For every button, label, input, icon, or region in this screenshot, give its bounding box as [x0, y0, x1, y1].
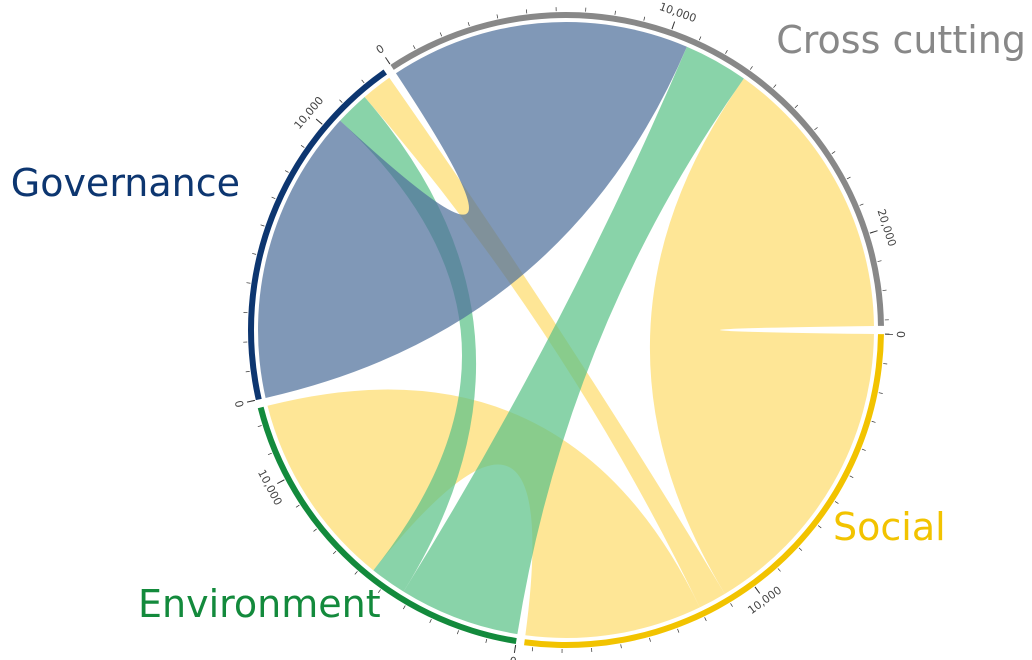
group-arc — [247, 69, 387, 401]
minor-tick — [643, 16, 646, 21]
ribbon — [257, 21, 687, 398]
major-tick — [277, 479, 285, 484]
minor-tick — [877, 260, 882, 262]
tick-label: 0 — [232, 399, 246, 409]
tick-label: 10,000 — [745, 584, 784, 617]
major-tick — [869, 230, 878, 234]
minor-tick — [698, 36, 702, 41]
group-label: Cross cutting — [776, 18, 1026, 62]
minor-tick — [439, 32, 443, 37]
minor-tick — [300, 145, 305, 148]
minor-tick — [412, 45, 416, 50]
minor-tick — [354, 571, 358, 575]
major-tick — [671, 21, 676, 30]
group-arc — [390, 11, 884, 326]
minor-tick — [332, 550, 337, 555]
minor-tick — [496, 14, 499, 19]
minor-tick — [649, 637, 651, 642]
minor-tick — [260, 224, 265, 227]
minor-tick — [794, 104, 799, 109]
minor-tick — [677, 628, 680, 633]
tick-label: 0 — [374, 42, 387, 57]
minor-tick — [614, 10, 616, 15]
minor-tick — [730, 603, 733, 607]
minor-tick — [749, 66, 753, 70]
major-tick — [246, 399, 255, 403]
minor-tick — [831, 151, 836, 154]
group-label: Environment — [138, 582, 381, 626]
ribbon — [649, 78, 874, 594]
minor-tick — [859, 203, 864, 206]
minor-tick — [846, 176, 851, 180]
minor-tick — [878, 392, 883, 394]
minor-tick — [361, 79, 365, 84]
minor-tick — [339, 99, 343, 103]
minor-tick — [429, 619, 432, 623]
minor-tick — [456, 630, 459, 635]
minor-tick — [257, 425, 262, 428]
minor-tick — [777, 568, 781, 572]
minor-tick — [704, 617, 707, 622]
minor-tick — [284, 170, 289, 173]
tick-label: 10,000 — [291, 94, 326, 132]
minor-tick — [295, 504, 300, 508]
minor-tick — [313, 528, 317, 532]
tick-label: 0 — [895, 331, 908, 338]
minor-tick — [814, 127, 818, 131]
minor-tick — [252, 253, 257, 255]
minor-tick — [725, 50, 728, 54]
ribbon — [267, 389, 700, 638]
minor-tick — [871, 420, 876, 423]
group-label: Social — [833, 505, 946, 549]
minor-tick — [861, 448, 866, 451]
tick-label: 10,000 — [657, 0, 698, 25]
major-tick — [315, 118, 323, 125]
major-tick — [513, 644, 517, 653]
minor-tick — [485, 638, 488, 643]
minor-tick — [798, 547, 803, 551]
tick-label: 10,000 — [255, 467, 285, 507]
tick-label: 0 — [509, 654, 518, 660]
group-label: Governance — [11, 161, 240, 205]
minor-tick — [620, 644, 622, 649]
major-tick — [385, 57, 391, 65]
tick-label: 20,000 — [875, 207, 899, 248]
minor-tick — [245, 371, 250, 373]
minor-tick — [267, 452, 272, 456]
minor-tick — [773, 84, 777, 88]
minor-tick — [834, 501, 839, 504]
minor-tick — [402, 605, 406, 610]
minor-tick — [271, 196, 276, 200]
ribbons — [257, 21, 874, 638]
ribbon — [364, 77, 725, 608]
minor-tick — [246, 282, 251, 284]
ribbon — [403, 46, 744, 635]
major-tick — [754, 586, 761, 594]
minor-tick — [817, 525, 822, 529]
minor-tick — [849, 475, 854, 478]
minor-tick — [377, 589, 381, 594]
minor-tick — [467, 22, 470, 27]
